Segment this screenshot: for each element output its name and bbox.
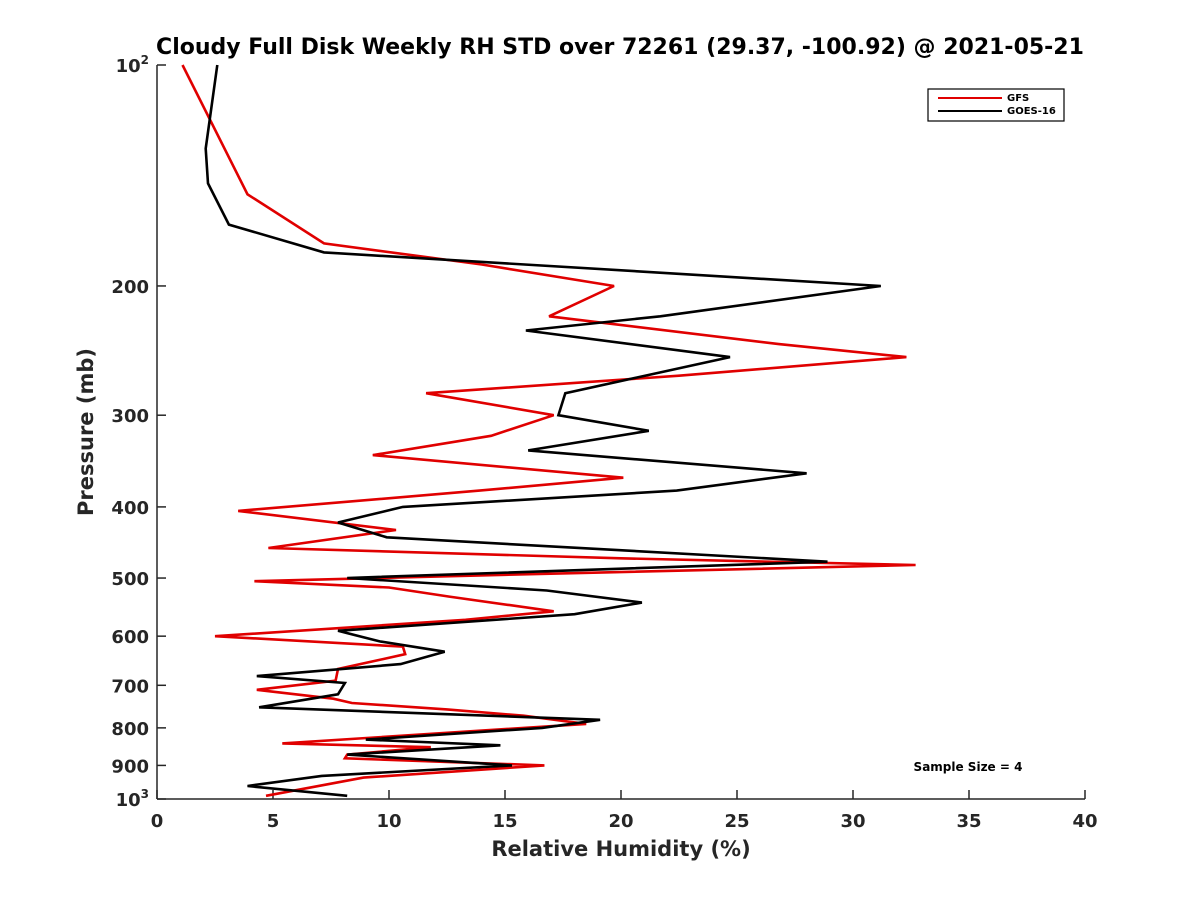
y-tick-label: 600: [111, 627, 149, 648]
tick-layer: 0 5 10 15 20 25 30 35 40102200300400500600700800…: [111, 53, 1097, 832]
y-tick-label: 102: [116, 53, 149, 77]
x-tick-label: 15: [492, 811, 517, 832]
plot-frame: [157, 65, 1085, 799]
y-tick-label: 700: [111, 676, 149, 697]
x-tick-label: 25: [724, 811, 749, 832]
x-tick-label: 0: [151, 811, 164, 832]
x-tick-label: 20: [608, 811, 633, 832]
legend-box: [927, 88, 1065, 122]
y-tick-label: 400: [111, 498, 149, 519]
series-line-goes16: [204, 64, 881, 798]
x-tick-label: 10: [376, 811, 401, 832]
y-axis-label: Pressure (mb): [74, 348, 98, 516]
legend: GFS GOES-16: [927, 88, 1065, 122]
y-tick-base: 10: [116, 790, 141, 811]
x-tick-label: 30: [840, 811, 865, 832]
y-tick-label: 103: [116, 787, 149, 811]
y-tick-exponent: 3: [141, 787, 149, 801]
x-tick-label: 5: [267, 811, 280, 832]
y-tick-label: 900: [111, 756, 149, 777]
chart-title: Cloudy Full Disk Weekly RH STD over 7226…: [156, 35, 1084, 60]
series-layer: [181, 64, 916, 798]
legend-label-gfs: GFS: [1007, 93, 1029, 104]
y-tick-label: 200: [111, 277, 149, 298]
series-line-gfs: [181, 64, 916, 798]
y-tick-base: 10: [116, 56, 141, 77]
x-tick-label: 35: [956, 811, 981, 832]
legend-label-goes16: GOES-16: [1007, 106, 1056, 117]
y-tick-label: 800: [111, 719, 149, 740]
y-tick-exponent: 2: [141, 53, 149, 67]
x-tick-label: 40: [1072, 811, 1097, 832]
sample-size-annotation: Sample Size = 4: [914, 760, 1023, 774]
x-axis-label: Relative Humidity (%): [491, 837, 750, 861]
y-tick-label: 500: [111, 569, 149, 590]
y-tick-label: 300: [111, 406, 149, 427]
